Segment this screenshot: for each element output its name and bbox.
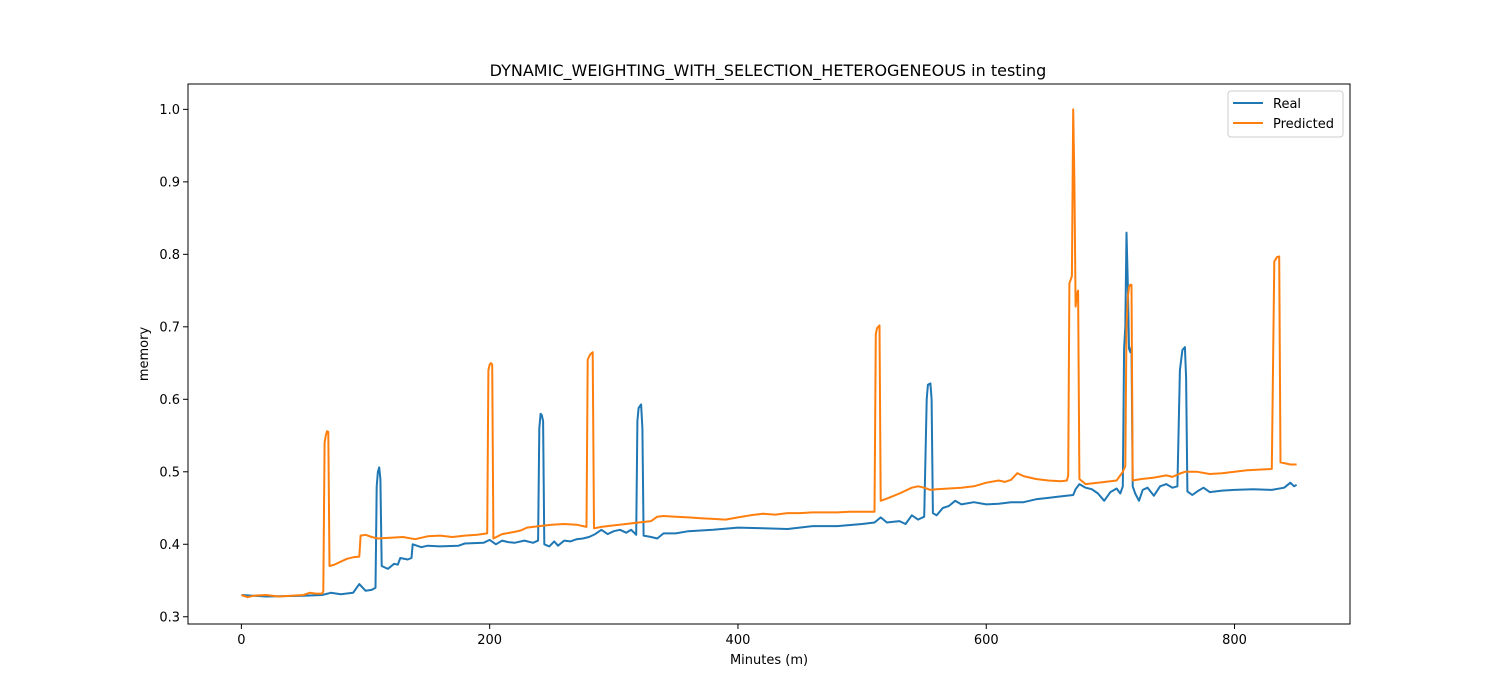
- x-tick-label: 0: [237, 633, 245, 648]
- y-tick-label: 0.8: [159, 248, 180, 263]
- y-tick-label: 0.6: [159, 393, 180, 408]
- legend: Real Predicted: [1227, 90, 1344, 138]
- y-tick-label: 0.9: [159, 175, 180, 190]
- series-line-predicted: [241, 108, 1297, 599]
- x-tick-label: 200: [477, 633, 502, 648]
- plot-frame: [187, 83, 1351, 625]
- x-axis-ticks: 0 200 400 600 800: [237, 624, 1247, 648]
- y-tick-label: 0.3: [159, 610, 180, 625]
- chart-title: DYNAMIC_WEIGHTING_WITH_SELECTION_HETEROG…: [490, 61, 1047, 81]
- x-axis-label: Minutes (m): [730, 653, 808, 668]
- y-tick-label: 0.5: [159, 465, 180, 480]
- legend-label-predicted: Predicted: [1273, 117, 1334, 132]
- y-axis-ticks: 0.3 0.4 0.5 0.6 0.7 0.8 0.9 1.0: [159, 103, 188, 625]
- plot-lines: [241, 108, 1298, 599]
- x-tick-label: 400: [726, 633, 751, 648]
- y-tick-label: 1.0: [159, 103, 180, 118]
- y-tick-label: 0.7: [159, 320, 180, 335]
- x-tick-label: 600: [974, 633, 999, 648]
- x-tick-label: 800: [1222, 633, 1247, 648]
- series-line-real: [241, 231, 1298, 598]
- y-axis-label: memory: [137, 327, 152, 382]
- legend-label-real: Real: [1273, 97, 1301, 112]
- y-tick-label: 0.4: [159, 538, 180, 553]
